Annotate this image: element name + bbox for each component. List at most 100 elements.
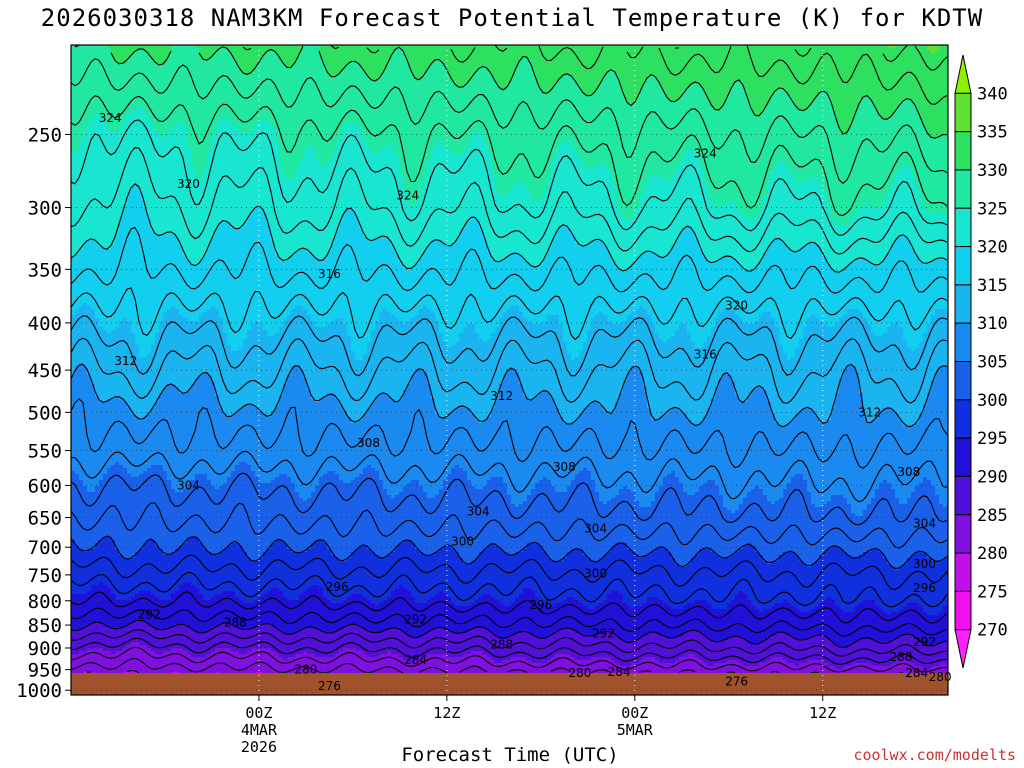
field-cell (79, 180, 84, 184)
field-cell (79, 531, 84, 535)
field-cell (75, 201, 80, 205)
field-cell (79, 132, 84, 136)
field-cell (79, 306, 84, 310)
field-cell (75, 606, 80, 610)
field-cell (79, 633, 84, 637)
field-cell (71, 396, 76, 400)
field-cell (71, 129, 76, 133)
field-cell (83, 120, 88, 124)
field-cell (83, 360, 88, 364)
field-cell (83, 324, 88, 328)
field-cell (79, 354, 84, 358)
field-cell (75, 351, 80, 355)
field-cell (71, 126, 76, 130)
field-cell (83, 552, 88, 556)
field-cell (79, 558, 84, 562)
field-cell (75, 258, 80, 262)
field-cell (71, 108, 76, 112)
field-cell (71, 78, 76, 82)
field-cell (75, 267, 80, 271)
field-cell (83, 486, 88, 490)
field-cell (75, 414, 80, 418)
field-cell (87, 180, 92, 184)
field-cell (83, 51, 88, 55)
field-cell (83, 621, 88, 625)
field-cell (71, 132, 76, 136)
field-cell (79, 90, 84, 94)
field-cell (71, 381, 76, 385)
field-cell (71, 312, 76, 316)
field-cell (79, 375, 84, 379)
field-cell (75, 471, 80, 475)
field-cell (79, 87, 84, 91)
field-cell (75, 126, 80, 130)
field-cell (75, 309, 80, 313)
field-cell (75, 216, 80, 220)
field-cell (75, 189, 80, 193)
field-cell (79, 372, 84, 376)
field-cell (83, 63, 88, 67)
field-cell (71, 471, 76, 475)
field-cell (79, 381, 84, 385)
field-cell (75, 558, 80, 562)
field-cell (83, 279, 88, 283)
field-cell (83, 375, 88, 379)
field-cell (79, 510, 84, 514)
field-cell (75, 165, 80, 169)
field-cell (83, 237, 88, 241)
field-cell (79, 594, 84, 598)
field-cell (83, 453, 88, 457)
field-cell (75, 501, 80, 505)
field-cell (83, 597, 88, 601)
field-cell (75, 555, 80, 559)
field-cell (83, 507, 88, 511)
field-cell (71, 528, 76, 532)
field-cell (75, 264, 80, 268)
field-cell (75, 393, 80, 397)
field-cell (83, 390, 88, 394)
field-cell (83, 666, 88, 670)
field-cell (87, 192, 92, 196)
field-cell (83, 495, 88, 499)
field-cell (87, 72, 92, 76)
field-cell (75, 573, 80, 577)
field-cell (79, 606, 84, 610)
field-cell (83, 273, 88, 277)
field-cell (75, 576, 80, 580)
field-cell (83, 228, 88, 232)
field-cell (75, 306, 80, 310)
field-cell (79, 204, 84, 208)
field-cell (75, 234, 80, 238)
field-cell (79, 366, 84, 370)
field-cell (75, 303, 80, 307)
field-cell (75, 453, 80, 457)
field-cell (75, 207, 80, 211)
field-cell (79, 54, 84, 58)
field-cell (75, 534, 80, 538)
field-cell (71, 606, 76, 610)
field-cell (79, 624, 84, 628)
field-cell (75, 381, 80, 385)
field-cell (83, 126, 88, 130)
field-cell (79, 222, 84, 226)
field-cell (83, 447, 88, 451)
field-cell (71, 336, 76, 340)
field-cell (71, 216, 76, 220)
field-cell (75, 465, 80, 469)
field-cell (79, 192, 84, 196)
field-cell (79, 660, 84, 664)
field-cell (75, 204, 80, 208)
field-cell (71, 519, 76, 523)
field-cell (71, 489, 76, 493)
field-cell (79, 555, 84, 559)
field-cell (71, 621, 76, 625)
field-cell (87, 57, 92, 61)
field-cell (75, 144, 80, 148)
field-cell (79, 162, 84, 166)
field-cell (83, 297, 88, 301)
field-cell (83, 93, 88, 97)
field-cell (71, 612, 76, 616)
field-cell (75, 495, 80, 499)
field-cell (79, 138, 84, 142)
field-cell (71, 195, 76, 199)
